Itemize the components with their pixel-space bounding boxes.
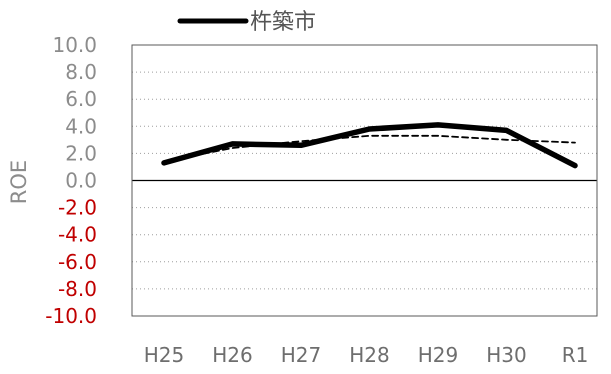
x-tick-label-2: H27 bbox=[281, 343, 322, 367]
plot-area bbox=[131, 44, 598, 317]
dashed-series-line bbox=[163, 134, 576, 163]
x-tick-label-3: H28 bbox=[349, 343, 390, 367]
y-tick-label-7: -4.0 bbox=[58, 223, 97, 247]
gridlines bbox=[132, 71, 597, 290]
y-tick-label-4: 2.0 bbox=[65, 141, 97, 165]
x-tick-label-6: R1 bbox=[562, 343, 589, 367]
x-tick-label-0: H25 bbox=[144, 343, 185, 367]
y-tick-label-0: 10.0 bbox=[52, 33, 97, 57]
y-tick-label-6: -2.0 bbox=[58, 196, 97, 220]
legend-label: 杵築市 bbox=[250, 10, 316, 35]
x-tick-label-4: H29 bbox=[418, 343, 459, 367]
legend: 杵築市 bbox=[177, 10, 316, 35]
y-tick-label-9: -8.0 bbox=[58, 277, 97, 301]
series-lines bbox=[161, 122, 578, 169]
solid-series-line bbox=[161, 122, 578, 169]
y-tick-label-3: 4.0 bbox=[65, 114, 97, 138]
y-axis-ticks: 10.0 8.0 6.0 4.0 2.0 0.0 -2.0 -4.0 -6.0 -8.0 -10.0 bbox=[45, 33, 97, 328]
x-tick-label-5: H30 bbox=[486, 343, 527, 367]
x-axis-ticks: H25 H26 H27 H28 H29 H30 R1 bbox=[144, 343, 589, 367]
x-tick-label-1: H26 bbox=[212, 343, 253, 367]
y-tick-label-2: 6.0 bbox=[65, 87, 97, 111]
y-tick-label-10: -10.0 bbox=[45, 304, 97, 328]
y-tick-label-5: 0.0 bbox=[65, 169, 97, 193]
y-tick-label-8: -6.0 bbox=[58, 250, 97, 274]
y-tick-label-1: 8.0 bbox=[65, 60, 97, 84]
y-axis-label: ROE bbox=[7, 160, 31, 204]
